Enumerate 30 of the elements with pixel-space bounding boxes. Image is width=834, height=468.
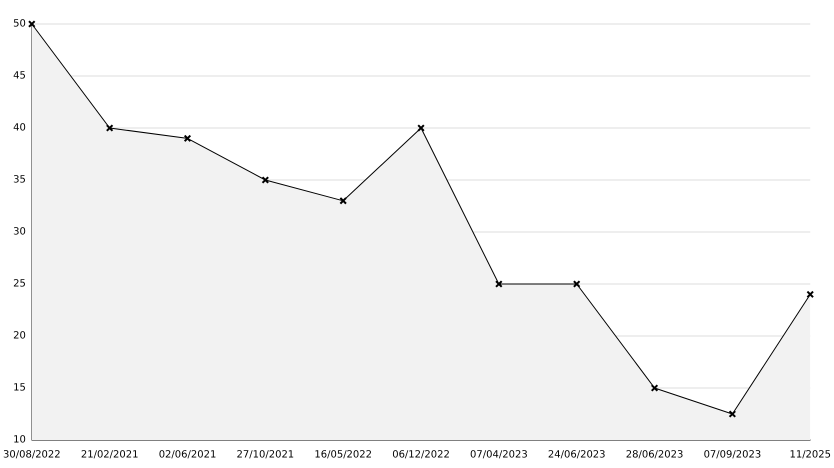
point [184,134,192,142]
x-tick-label: 27/10/2021 [236,450,294,461]
x-tick-label: 16/05/2022 [314,450,372,461]
y-tick-label: 15 [13,382,26,394]
point [106,124,114,132]
x-tick-label: 02/06/2021 [158,450,216,461]
y-tick-label: 20 [13,330,26,342]
y-tick-label: 30 [13,226,26,238]
x-tick-label: 24/06/2023 [548,450,606,461]
point [417,124,425,132]
x-tick-label: 30/08/2022 [3,450,61,461]
point [650,384,658,392]
point [495,280,503,288]
y-tick-label: 40 [13,122,26,134]
y-tick-label: 25 [13,278,26,290]
x-tick-label: 21/02/2021 [80,450,138,461]
y-tick-label: 35 [13,174,26,186]
y-tick-label: 50 [13,18,26,30]
x-tick-label: 07/04/2023 [470,450,528,461]
x-tick-label: 07/09/2023 [704,450,762,461]
y-tick-label: 10 [13,434,26,446]
point [728,410,736,418]
x-tick-label: 28/06/2023 [626,450,684,461]
point [262,176,270,184]
point [806,290,814,298]
x-tick-label: 11/2025 [789,450,831,461]
y-tick-label: 45 [13,70,26,82]
x-tick-label: 06/12/2022 [392,450,450,461]
point [572,280,581,288]
point [339,196,348,205]
